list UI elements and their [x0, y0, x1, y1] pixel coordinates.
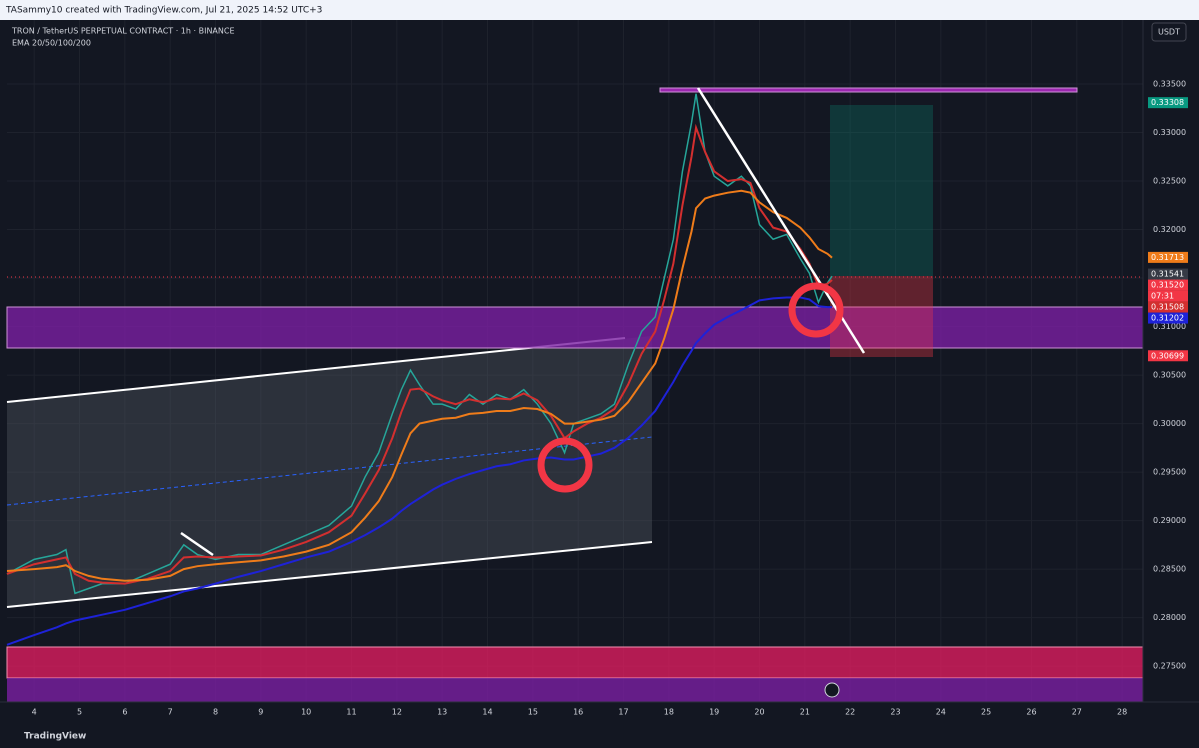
x-tick-label: 6 [122, 708, 127, 717]
x-tick-label: 9 [258, 708, 263, 717]
trendline [180, 531, 214, 557]
price-label: 0.31520 [1151, 281, 1184, 290]
x-tick-label: 26 [1026, 708, 1036, 717]
x-tick-label: 28 [1117, 708, 1127, 717]
currency: USDT [1158, 28, 1180, 37]
countdown: 07:31 [1151, 292, 1174, 301]
x-tick-label: 4 [32, 708, 37, 717]
price-badge [1148, 97, 1188, 109]
x-tick-label: 11 [346, 708, 356, 717]
x-tick-label: 22 [845, 708, 855, 717]
price-badge [1148, 301, 1188, 313]
x-tick-label: 5 [77, 708, 82, 717]
x-tick-label: 21 [800, 708, 810, 717]
x-tick-label: 18 [664, 708, 674, 717]
price-badge [1148, 251, 1188, 263]
price-badge [1148, 268, 1188, 280]
target-zone [830, 105, 933, 276]
x-tick-label: 14 [482, 708, 492, 717]
price-label: 0.31541 [1151, 270, 1184, 279]
highlight-circle [788, 282, 844, 338]
channel-bottom [6, 541, 653, 608]
y-tick-label: 0.31000 [1153, 322, 1186, 331]
y-tick-label: 0.33500 [1153, 80, 1186, 89]
x-tick-label: 8 [213, 708, 218, 717]
indicator-label: EMA 20/50/100/200 [12, 39, 91, 48]
series-line [6, 123, 833, 585]
countdown-badge [1148, 290, 1188, 302]
price-label: 0.31508 [1151, 303, 1184, 312]
channel-top [6, 337, 626, 403]
y-tick-label: 0.27500 [1153, 662, 1186, 671]
top-bar [0, 0, 1199, 20]
x-tick-label: 7 [168, 708, 173, 717]
x-tick-label: 17 [618, 708, 628, 717]
price-badge [1148, 312, 1188, 324]
x-tick-label: 15 [528, 708, 538, 717]
y-tick-label: 0.30500 [1153, 371, 1186, 380]
event-icon [824, 682, 840, 698]
x-tick-label: 13 [437, 708, 447, 717]
currency-button[interactable] [1151, 22, 1187, 42]
price-label: 0.33308 [1151, 98, 1184, 107]
series-line [6, 189, 833, 582]
price-label: 0.30699 [1151, 351, 1184, 360]
x-tick-label: 24 [936, 708, 946, 717]
price-label: 0.31713 [1151, 253, 1184, 262]
price-badge [1148, 279, 1188, 291]
zone [7, 678, 1143, 702]
series-line [6, 93, 833, 595]
y-tick-label: 0.30000 [1153, 419, 1186, 428]
y-tick-label: 0.32000 [1153, 225, 1186, 234]
y-tick-label: 0.33000 [1153, 128, 1186, 137]
chart-title: TRON / TetherUS PERPETUAL CONTRACT · 1h … [11, 27, 235, 36]
zone [6, 646, 1144, 679]
highlight-circle [537, 437, 593, 493]
x-tick-label: 16 [573, 708, 583, 717]
zone [6, 306, 1144, 349]
plot [6, 93, 833, 646]
y-tick-label: 0.29500 [1153, 468, 1186, 477]
y-tick-label: 0.32500 [1153, 177, 1186, 186]
x-tick-label: 19 [709, 708, 719, 717]
footer: TradingView [24, 732, 86, 742]
x-tick-label: 27 [1072, 708, 1082, 717]
stop-zone [830, 276, 933, 357]
x-tick-label: 12 [392, 708, 402, 717]
y-tick-label: 0.28500 [1153, 565, 1186, 574]
x-tick-label: 10 [301, 708, 311, 717]
series-line [6, 296, 833, 646]
x-tick-label: 23 [890, 708, 900, 717]
trendline [696, 87, 866, 354]
y-tick-label: 0.29000 [1153, 516, 1186, 525]
x-tick-label: 25 [981, 708, 991, 717]
x-tick-label: 20 [754, 708, 764, 717]
header: TASammy10 created with TradingView.com, … [5, 6, 322, 16]
price-badge [1148, 350, 1188, 362]
resistance [659, 87, 1078, 93]
price-label: 0.31202 [1151, 314, 1184, 323]
footer-bar [0, 724, 1199, 748]
y-tick-label: 0.28000 [1153, 613, 1186, 622]
